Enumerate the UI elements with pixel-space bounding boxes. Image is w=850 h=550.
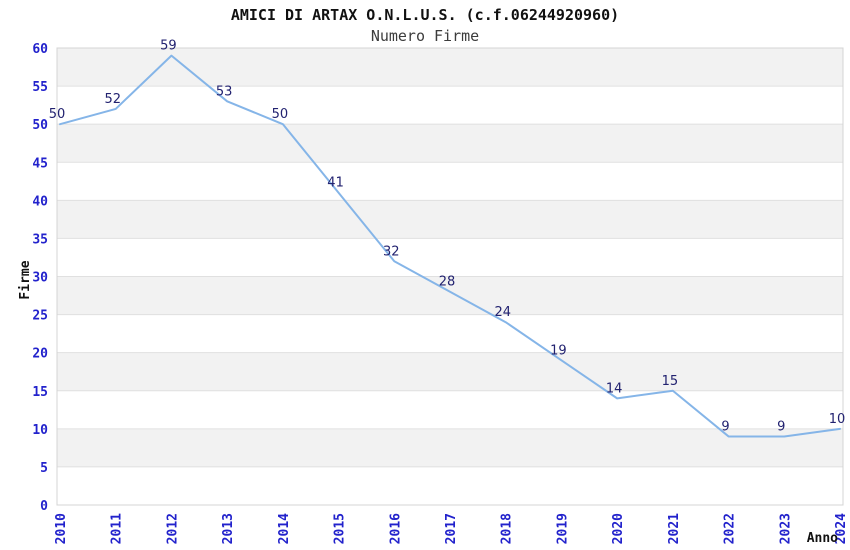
plot-band xyxy=(57,238,843,277)
data-point-label: 10 xyxy=(829,412,846,427)
x-tick-label: 2012 xyxy=(165,513,180,544)
data-series-layer xyxy=(59,54,841,438)
y-axis-label: Firme xyxy=(18,260,33,299)
y-tick-label: 20 xyxy=(32,347,48,362)
y-tick-labels-layer: 0 5 10 15 20 25 30 35 40 45 50 55 60 xyxy=(32,42,48,514)
data-point-label: 9 xyxy=(721,419,729,434)
data-point-label: 41 xyxy=(327,176,344,191)
y-tick-label: 60 xyxy=(32,42,48,57)
y-tick-label: 0 xyxy=(40,499,48,514)
y-tick-label: 55 xyxy=(32,80,48,95)
plot-band xyxy=(57,124,843,163)
x-tick-label: 2024 xyxy=(834,513,849,544)
x-tick-label: 2015 xyxy=(333,513,348,544)
plot-band xyxy=(57,48,843,87)
x-tick-label: 2019 xyxy=(555,513,570,544)
y-tick-label: 5 xyxy=(40,461,48,476)
plot-band xyxy=(57,162,843,201)
x-tick-label: 2022 xyxy=(723,513,738,544)
plot-border-layer xyxy=(56,47,844,506)
x-tick-label: 2021 xyxy=(667,513,682,544)
x-tick-label: 2017 xyxy=(444,513,459,544)
y-tick-label: 40 xyxy=(32,194,48,209)
y-tick-label: 30 xyxy=(32,271,48,286)
x-tick-label: 2018 xyxy=(500,513,515,544)
data-series-line xyxy=(59,54,841,438)
x-tick-label: 2020 xyxy=(611,513,626,544)
data-point-labels-layer: 50 52 59 53 50 41 32 28 24 19 14 15 9 9 10 xyxy=(49,39,846,435)
y-tick-label: 15 xyxy=(32,385,48,400)
plot-band xyxy=(57,352,843,391)
y-tick-label: 50 xyxy=(32,118,48,133)
plot-band xyxy=(57,200,843,239)
y-tick-label: 35 xyxy=(32,232,48,247)
chart-title: AMICI DI ARTAX O.N.L.U.S. (c.f.062449209… xyxy=(231,6,619,24)
data-point-label: 50 xyxy=(272,107,289,122)
x-tick-label: 2011 xyxy=(110,513,125,544)
y-tick-label: 10 xyxy=(32,423,48,438)
plot-border xyxy=(56,47,844,506)
data-point-label: 59 xyxy=(160,39,177,54)
plot-band xyxy=(57,428,843,467)
x-tick-label: 2014 xyxy=(277,513,292,544)
y-tick-label: 25 xyxy=(32,309,48,324)
data-point-label: 50 xyxy=(49,107,66,122)
x-tick-labels-layer: 2010 2011 2012 2013 2014 2015 2016 2017 2018 2019… xyxy=(54,513,849,544)
data-point-label: 28 xyxy=(439,275,456,290)
plot-band xyxy=(57,86,843,125)
x-tick-label: 2010 xyxy=(54,513,69,544)
x-axis-label: Anno xyxy=(807,531,838,546)
x-tick-label: 2013 xyxy=(221,513,236,544)
data-point-label: 52 xyxy=(104,92,121,107)
y-tick-label: 45 xyxy=(32,156,48,171)
data-point-label: 15 xyxy=(662,374,679,389)
data-point-label: 9 xyxy=(777,419,785,434)
data-point-label: 32 xyxy=(383,244,400,259)
data-point-label: 14 xyxy=(606,381,623,396)
data-point-label: 19 xyxy=(550,343,567,358)
x-tick-label: 2023 xyxy=(778,513,793,544)
plot-band xyxy=(57,466,843,505)
plot-band xyxy=(57,276,843,315)
x-tick-label: 2016 xyxy=(388,513,403,544)
data-point-label: 24 xyxy=(494,305,511,320)
plot-bands-layer xyxy=(57,48,843,505)
chart-subtitle: Numero Firme xyxy=(371,27,479,45)
plot-band xyxy=(57,314,843,353)
data-point-label: 53 xyxy=(216,84,233,99)
